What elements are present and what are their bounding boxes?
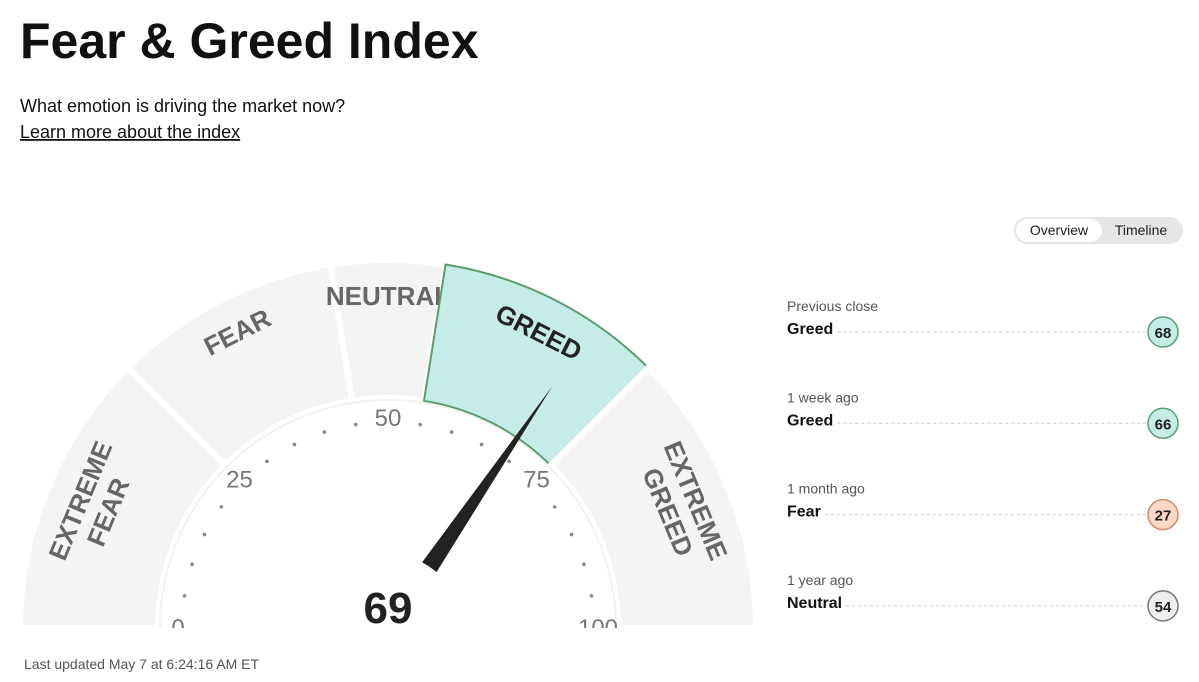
gauge-base-cover [0, 628, 760, 648]
tick-dot [418, 422, 423, 427]
history-badge [1147, 316, 1179, 348]
tab[interactable]: Timeline [1115, 222, 1168, 238]
last-updated: Last updated May 7 at 6:24:16 AM ET [24, 656, 259, 672]
gauge-tick-label: 75 [523, 467, 550, 494]
history-badge [1147, 407, 1179, 440]
history-label: 1 year ago [787, 572, 853, 588]
history-label: 1 week ago [787, 389, 859, 405]
tick-dot [589, 593, 594, 598]
tick-dot [182, 593, 187, 598]
tick-dot [292, 442, 297, 447]
history-badge [1147, 498, 1179, 531]
history-badge [1147, 590, 1179, 622]
tick-dot [449, 430, 454, 434]
history-value: 54 [1155, 599, 1172, 616]
tick-dot [552, 505, 557, 509]
history-value: 27 [1155, 508, 1172, 525]
value-circle [314, 554, 462, 682]
tick-dot [219, 505, 224, 509]
history-rating: Greed [787, 412, 833, 429]
gauge-segment [546, 363, 760, 631]
history-value: 68 [1155, 325, 1172, 342]
history-value: 66 [1155, 416, 1172, 433]
learn-more-link[interactable]: Learn more about the index [20, 122, 240, 142]
tick-dot [265, 459, 269, 464]
inner-ring [159, 399, 617, 629]
tick-dot [507, 459, 511, 464]
tick-dot [202, 532, 207, 537]
history-label: 1 month ago [787, 481, 865, 497]
tick-dot [190, 562, 194, 567]
tick-dot [322, 430, 327, 434]
segment-label: NEUTRAL [326, 281, 450, 311]
needle [417, 386, 553, 579]
segment-label-text: NEUTRAL [326, 281, 450, 311]
segment-label-line: NEUTRAL [326, 281, 450, 311]
tick-dot [569, 532, 574, 537]
gauge-tick-label: 50 [375, 405, 402, 432]
tick-dot [353, 422, 358, 427]
history-rating: Neutral [787, 595, 842, 612]
tick-dot [479, 442, 484, 447]
tab-selected-bg [1016, 219, 1102, 242]
title: Fear & Greed Index [20, 13, 479, 69]
tick-dot [582, 562, 586, 567]
subtitle: What emotion is driving the market now? [20, 96, 345, 116]
gauge-value: 69 [364, 584, 413, 633]
history-rating: Greed [787, 321, 833, 338]
history-rating: Fear [787, 504, 821, 521]
history-label: Previous close [787, 298, 878, 314]
tab[interactable]: Overview [1030, 222, 1089, 238]
gauge-tick-label: 25 [226, 467, 253, 494]
